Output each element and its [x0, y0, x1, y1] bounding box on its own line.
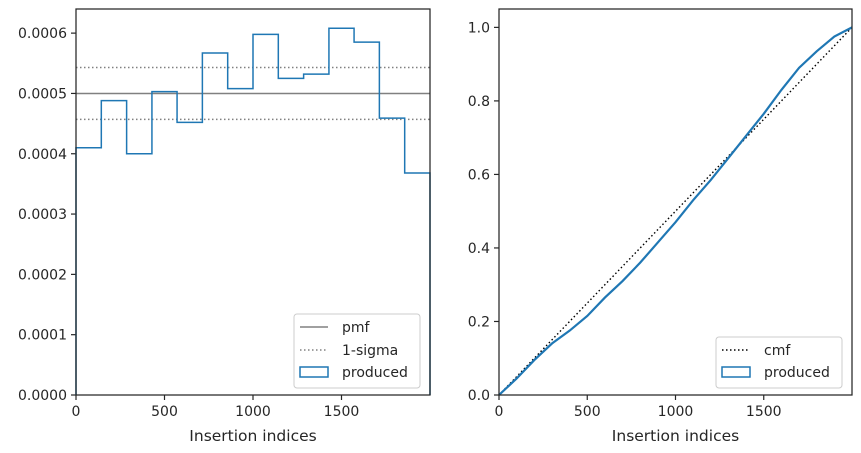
x-axis-label: Insertion indices — [189, 427, 316, 445]
legend-label-cmf: cmf — [764, 343, 791, 359]
legend: pmf 1-sigma produced — [293, 313, 421, 389]
y-tick-label: 0.2 — [468, 314, 490, 330]
produced-line — [498, 26, 853, 396]
y-tick-label: 0.0004 — [18, 147, 67, 163]
produced-histogram — [75, 27, 431, 395]
legend-produced-box — [299, 366, 329, 378]
y-tick-label: 0.8 — [468, 94, 490, 110]
legend-label-produced: produced — [342, 365, 408, 381]
y-tick-label: 0.0005 — [18, 86, 67, 102]
x-tick-label: 1500 — [324, 404, 360, 420]
y-tick-label: 0.0001 — [18, 328, 67, 344]
y-tick-label: 0.0006 — [18, 26, 67, 42]
legend-label-pmf: pmf — [342, 320, 371, 336]
x-tick-label: 500 — [574, 404, 601, 420]
plot-area-frame — [498, 8, 853, 396]
y-tick-label: 0.0002 — [18, 267, 67, 283]
legend-label-1-sigma: 1-sigma — [342, 343, 398, 359]
x-axis-label: Insertion indices — [612, 427, 739, 445]
cmf-line — [498, 26, 853, 396]
x-tick-label: 0 — [495, 404, 504, 420]
x-tick-label: 500 — [151, 404, 178, 420]
plot-area-frame — [75, 8, 431, 396]
y-tick-label: 1.0 — [468, 20, 490, 36]
legend-produced-box — [721, 366, 751, 378]
cumulative-chart: 0 500 1000 1500 0.0 0.2 0.4 0.6 0.8 1.0 Insertion… — [468, 8, 853, 445]
y-tick-label: 0.6 — [468, 167, 490, 183]
x-tick-label: 1000 — [658, 404, 694, 420]
x-tick-label: 1000 — [235, 404, 271, 420]
y-tick-label: 0.0003 — [18, 207, 67, 223]
legend-label-produced: produced — [764, 365, 830, 381]
histogram-chart: 0 500 1000 1500 0.0000 0.0001 0.0002 0.0003 0.00… — [18, 8, 431, 445]
x-tick-label: 0 — [72, 404, 81, 420]
x-tick-label: 1500 — [746, 404, 782, 420]
y-tick-label: 0.0000 — [18, 388, 67, 404]
legend: cmf produced — [715, 336, 843, 389]
y-tick-label: 0.4 — [468, 241, 490, 257]
y-tick-label: 0.0 — [468, 388, 490, 404]
